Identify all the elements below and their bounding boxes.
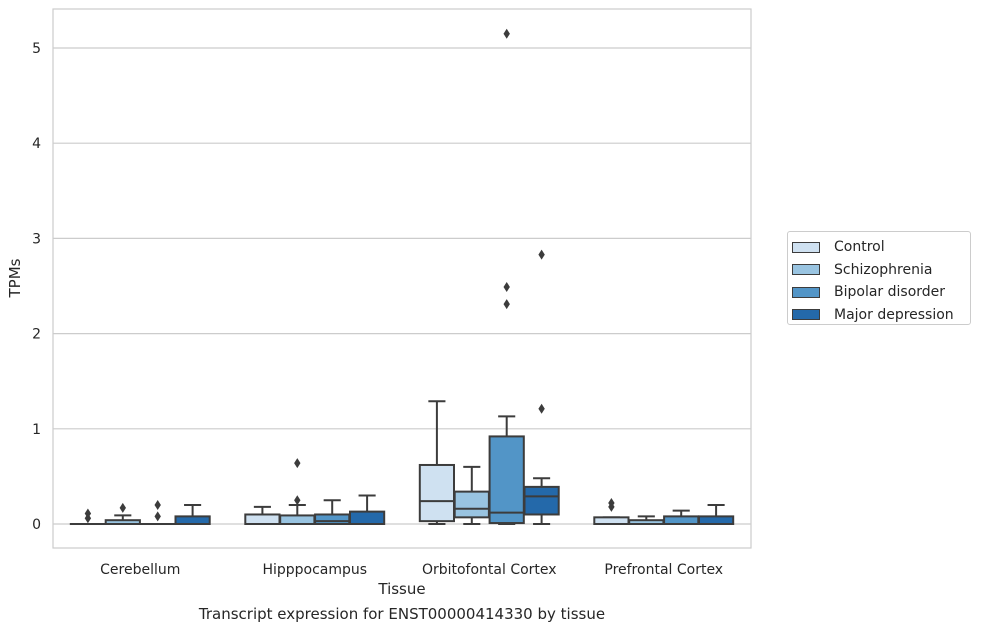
outlier-point — [538, 249, 545, 260]
box-schizophrenia — [453, 465, 490, 525]
box-iqr — [488, 435, 525, 525]
legend-item: Control — [792, 236, 970, 259]
y-tick-label: 4 — [32, 136, 41, 152]
legend-swatch — [792, 309, 820, 321]
y-tick-label: 1 — [32, 422, 41, 438]
outlier-point — [503, 299, 510, 310]
box-major-depression — [697, 503, 735, 525]
y-tick-label: 5 — [32, 41, 41, 57]
y-tick-labels: 0 1 2 3 4 5 — [32, 41, 41, 533]
box-iqr — [348, 510, 386, 525]
x-tick-label: Cerebellum — [100, 562, 180, 578]
legend-item: Major depression — [792, 304, 970, 327]
outlier-point — [294, 458, 301, 469]
legend-label: Schizophrenia — [834, 261, 933, 278]
box-iqr — [453, 490, 490, 519]
y-axis-label: TPMs — [6, 258, 24, 298]
box-iqr — [279, 514, 316, 526]
box-schizophrenia — [104, 502, 141, 526]
outlier-point — [503, 281, 510, 292]
legend-swatch — [792, 241, 820, 253]
outlier-point — [538, 403, 545, 414]
legend-swatch — [792, 286, 820, 298]
box-bipolar-disorder — [488, 28, 525, 525]
box-iqr — [697, 515, 735, 525]
outlier-point — [119, 502, 126, 513]
plot-area — [52, 8, 752, 549]
x-tick-label: Orbitofontal Cortex — [422, 562, 557, 578]
box-series — [69, 28, 735, 526]
legend-swatch — [792, 264, 820, 276]
box-schizophrenia — [628, 515, 665, 526]
outlier-point — [503, 28, 510, 39]
box-major-depression — [348, 494, 386, 525]
y-tick-label: 0 — [32, 517, 41, 533]
legend-item: Schizophrenia — [792, 259, 970, 282]
outlier-point — [154, 511, 161, 522]
y-tick-label: 2 — [32, 327, 41, 343]
box-major-depression — [174, 503, 211, 525]
x-tick-labels: Cerebellum Hipppocampus Orbitofontal Corte… — [100, 562, 723, 578]
outlier-point — [294, 495, 301, 506]
outlier-point — [608, 498, 615, 509]
box-iqr — [314, 513, 351, 525]
box-iqr — [663, 515, 700, 525]
box-iqr — [418, 463, 456, 523]
box-iqr — [174, 515, 211, 525]
box-iqr — [244, 513, 281, 525]
legend-item: Bipolar disorder — [792, 281, 970, 304]
legend-label: Major depression — [834, 306, 954, 323]
x-tick-label: Prefrontal Cortex — [604, 562, 723, 578]
x-tick-label: Hipppocampus — [262, 562, 367, 578]
box-major-depression — [523, 249, 560, 525]
y-tick-label: 3 — [32, 231, 41, 247]
legend: Control Schizophrenia Bipolar disorder Majo… — [787, 231, 971, 325]
legend-label: Control — [834, 239, 885, 256]
box-iqr — [523, 485, 560, 516]
chart-caption: Transcript expression for ENST0000041433… — [198, 605, 606, 623]
outlier-point — [84, 508, 92, 519]
outlier-point — [154, 499, 161, 510]
x-axis-label: Tissue — [377, 580, 425, 598]
legend-label: Bipolar disorder — [834, 284, 946, 301]
